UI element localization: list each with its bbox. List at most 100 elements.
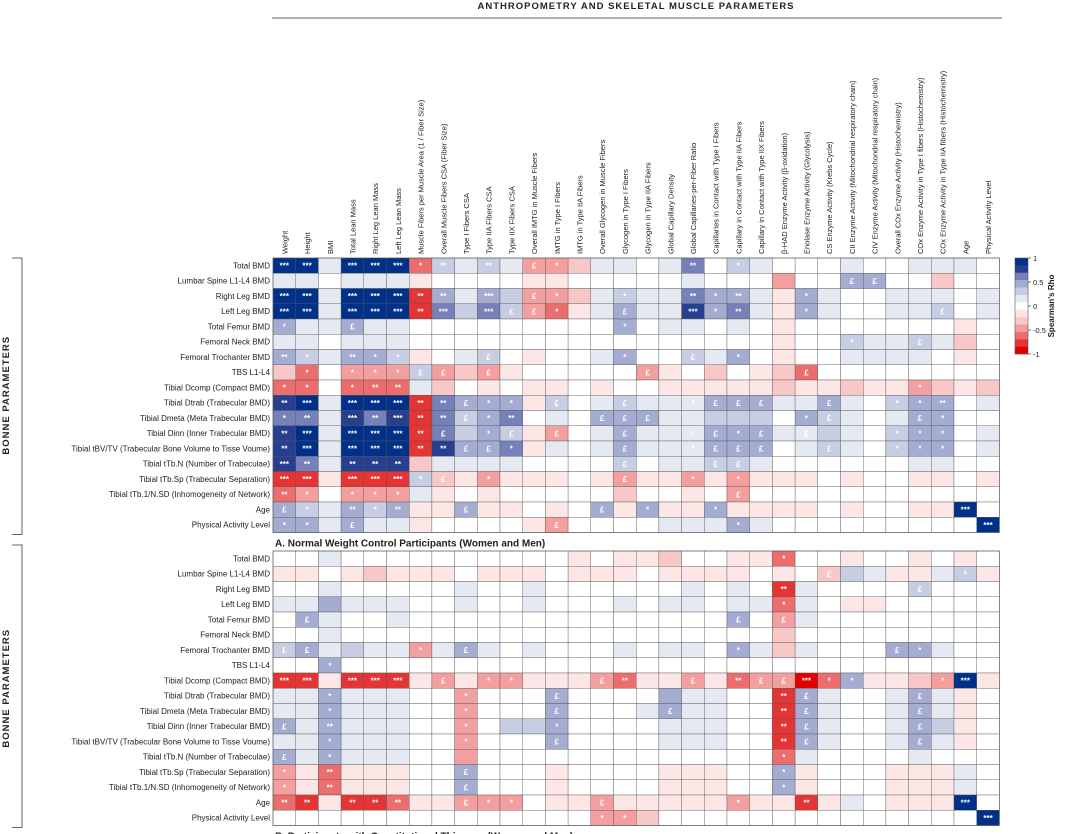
legend-swatch bbox=[1015, 317, 1028, 325]
heatmap-cell bbox=[477, 703, 501, 719]
significance-mark: *** bbox=[348, 292, 358, 301]
significance-mark: * bbox=[941, 677, 945, 686]
heatmap-cell bbox=[613, 257, 637, 274]
heatmap-cell bbox=[454, 566, 478, 582]
heatmap-cell bbox=[567, 581, 591, 597]
significance-mark: * bbox=[691, 475, 695, 484]
heatmap-cell bbox=[636, 379, 660, 396]
significance-mark: * bbox=[646, 506, 650, 515]
significance-mark: * bbox=[964, 570, 968, 579]
significance-mark: * bbox=[464, 738, 468, 747]
significance-mark: ** bbox=[327, 722, 334, 731]
heatmap-cell bbox=[976, 440, 1000, 457]
heatmap-cell bbox=[295, 318, 319, 335]
heatmap-cell bbox=[340, 718, 365, 735]
heatmap-cell bbox=[908, 672, 932, 689]
heatmap-cell bbox=[931, 657, 955, 674]
heatmap-cell bbox=[567, 764, 591, 780]
significance-mark: £ bbox=[918, 722, 923, 731]
heatmap-cell bbox=[477, 334, 501, 350]
significance-mark: £ bbox=[804, 692, 809, 701]
heatmap-cell bbox=[613, 517, 637, 533]
heatmap-cell bbox=[817, 303, 841, 320]
heatmap-cell bbox=[499, 257, 523, 274]
heatmap-cell bbox=[794, 611, 818, 628]
heatmap-cell bbox=[454, 486, 478, 503]
heatmap-cell bbox=[386, 334, 410, 350]
heatmap-cell bbox=[749, 379, 773, 396]
legend-swatch bbox=[1015, 287, 1028, 296]
heatmap-cell bbox=[363, 779, 387, 796]
heatmap-cell bbox=[499, 611, 523, 628]
heatmap-cell bbox=[931, 517, 955, 533]
heatmap-cell bbox=[499, 566, 523, 582]
heatmap-cell bbox=[295, 733, 319, 750]
heatmap-cell bbox=[386, 703, 410, 719]
significance-mark: * bbox=[828, 677, 832, 686]
heatmap-cell bbox=[545, 379, 569, 396]
significance-mark: *** bbox=[393, 399, 403, 408]
heatmap-cell bbox=[340, 749, 365, 765]
heatmap-cell bbox=[908, 779, 932, 796]
heatmap-cell bbox=[953, 764, 977, 780]
heatmap-cell bbox=[704, 334, 728, 350]
heatmap-cell bbox=[976, 257, 1000, 274]
heatmap-cell bbox=[704, 810, 728, 826]
significance-mark: ** bbox=[349, 799, 356, 808]
heatmap-cell bbox=[454, 364, 478, 381]
heatmap-cell bbox=[704, 273, 728, 289]
heatmap-cell bbox=[431, 318, 455, 335]
heatmap-cell bbox=[318, 349, 342, 365]
heatmap-cell bbox=[863, 703, 887, 719]
heatmap-cell bbox=[953, 395, 977, 411]
significance-mark: ** bbox=[395, 799, 402, 808]
heatmap-cell bbox=[567, 471, 591, 487]
heatmap-cell bbox=[726, 318, 750, 335]
heatmap-cell bbox=[931, 318, 955, 335]
significance-mark: * bbox=[419, 646, 423, 655]
heatmap-cell bbox=[545, 410, 569, 426]
heatmap-cell bbox=[454, 749, 478, 765]
heatmap-cell bbox=[953, 657, 977, 674]
significance-mark: * bbox=[623, 323, 627, 332]
heatmap-cell bbox=[658, 517, 682, 533]
heatmap-cell bbox=[409, 379, 433, 396]
heatmap-cell bbox=[590, 288, 614, 304]
heatmap-cell bbox=[522, 764, 546, 780]
heatmap-cell bbox=[658, 257, 682, 274]
heatmap-cell bbox=[840, 703, 864, 719]
heatmap-cell bbox=[658, 764, 682, 780]
heatmap-cell bbox=[522, 627, 546, 643]
heatmap-cell bbox=[590, 471, 614, 487]
heatmap-cell bbox=[908, 273, 932, 289]
heatmap-cell bbox=[794, 550, 818, 567]
significance-mark: ** bbox=[372, 384, 379, 393]
row-label: Tibial tTb.N (Number of Trabeculae) bbox=[143, 753, 271, 762]
heatmap-cell bbox=[953, 334, 977, 350]
significance-mark: * bbox=[782, 555, 786, 564]
row-label: Femoral Neck BMD bbox=[200, 631, 270, 640]
significance-mark: £ bbox=[827, 445, 832, 454]
significance-mark: *** bbox=[961, 799, 971, 808]
significance-mark: ** bbox=[735, 677, 742, 686]
significance-mark: £ bbox=[441, 475, 446, 484]
significance-mark: £ bbox=[282, 722, 287, 731]
heatmap-cell bbox=[613, 273, 637, 289]
heatmap-cell bbox=[749, 273, 773, 289]
heatmap-cell bbox=[295, 764, 319, 780]
heatmap-cell bbox=[840, 611, 864, 628]
heatmap-cell bbox=[840, 517, 864, 533]
significance-mark: * bbox=[737, 262, 741, 271]
heatmap-cell bbox=[976, 364, 1000, 381]
significance-mark: £ bbox=[804, 368, 809, 377]
heatmap-cell bbox=[658, 596, 682, 613]
heatmap-cell bbox=[840, 550, 864, 567]
significance-mark: * bbox=[782, 783, 786, 792]
heatmap-cell bbox=[545, 501, 569, 518]
heatmap-cell bbox=[567, 688, 591, 704]
heatmap-cell bbox=[272, 550, 296, 567]
heatmap-cell bbox=[499, 642, 523, 658]
row-label: Lumbar Spine L1-L4 BMD bbox=[178, 277, 271, 286]
heatmap-cell bbox=[636, 749, 660, 765]
heatmap-cell bbox=[522, 642, 546, 658]
